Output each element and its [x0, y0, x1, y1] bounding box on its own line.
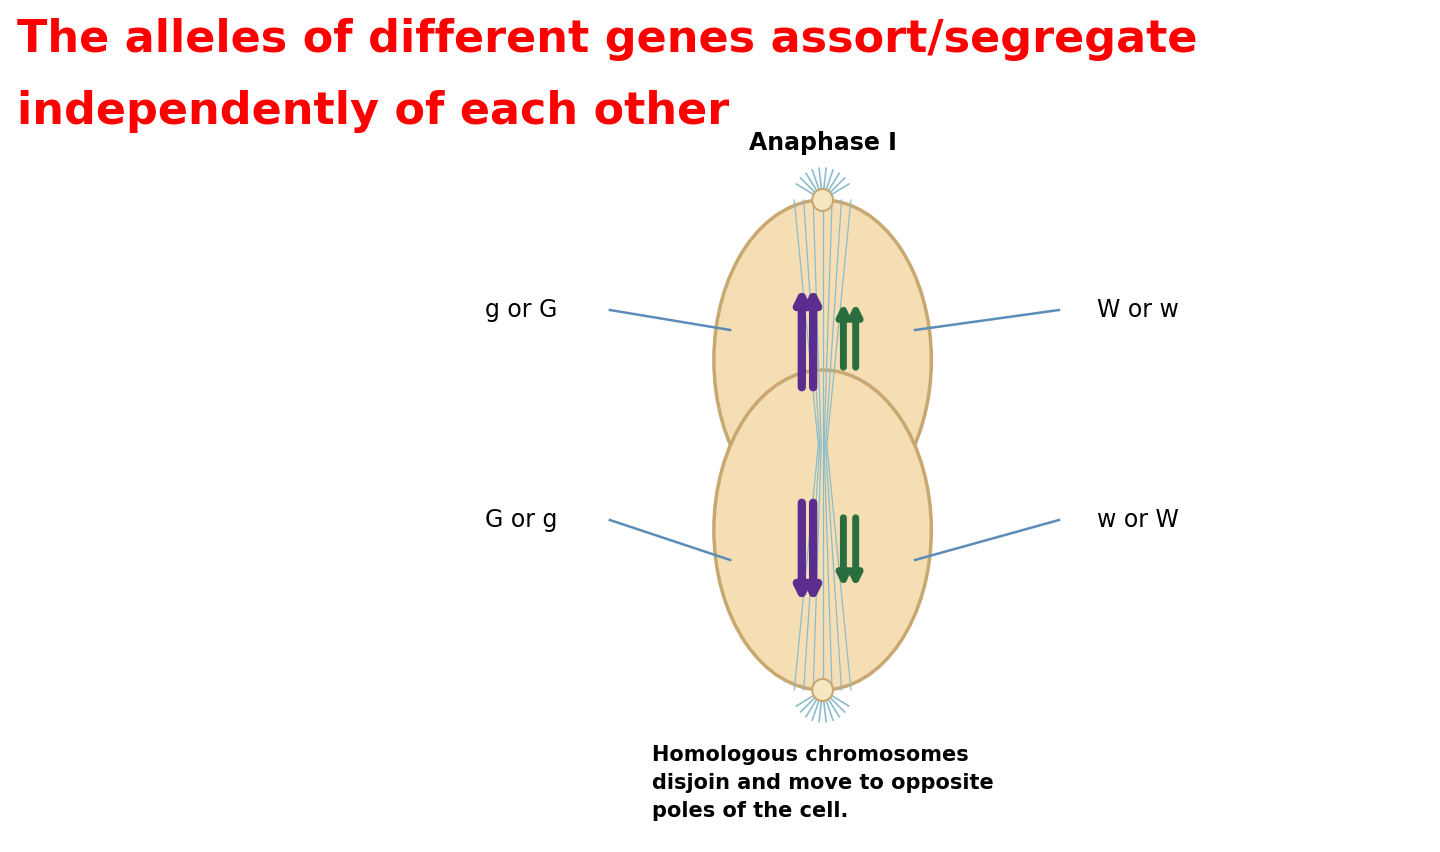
Text: G or g: G or g — [485, 508, 557, 532]
Ellipse shape — [714, 370, 932, 690]
Ellipse shape — [812, 189, 832, 211]
Text: W or w: W or w — [1097, 298, 1179, 322]
Text: Anaphase I: Anaphase I — [749, 131, 897, 155]
Ellipse shape — [812, 679, 832, 701]
Text: w or W: w or W — [1097, 508, 1179, 532]
Ellipse shape — [714, 200, 932, 520]
Text: Homologous chromosomes
disjoin and move to opposite
poles of the cell.: Homologous chromosomes disjoin and move … — [652, 745, 994, 821]
Text: independently of each other: independently of each other — [17, 90, 729, 133]
Text: g or G: g or G — [485, 298, 557, 322]
Text: The alleles of different genes assort/segregate: The alleles of different genes assort/se… — [17, 18, 1198, 61]
